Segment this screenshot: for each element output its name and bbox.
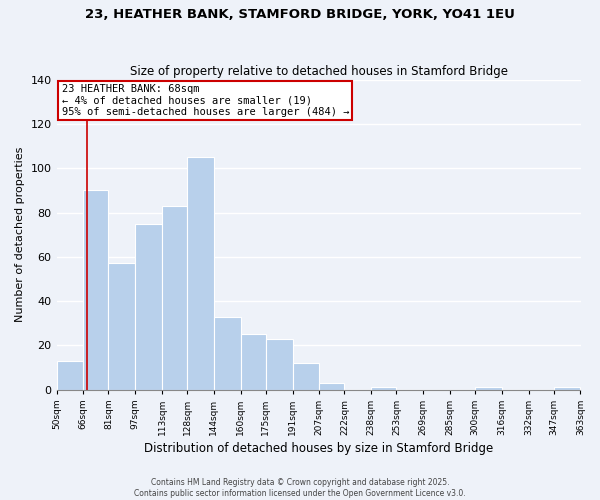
Bar	[214, 316, 241, 390]
Bar	[293, 363, 319, 390]
Y-axis label: Number of detached properties: Number of detached properties	[15, 147, 25, 322]
Text: Contains HM Land Registry data © Crown copyright and database right 2025.
Contai: Contains HM Land Registry data © Crown c…	[134, 478, 466, 498]
Bar	[109, 264, 135, 390]
Bar	[266, 338, 293, 390]
Bar	[371, 388, 397, 390]
Text: 23 HEATHER BANK: 68sqm
← 4% of detached houses are smaller (19)
95% of semi-deta: 23 HEATHER BANK: 68sqm ← 4% of detached …	[62, 84, 349, 117]
Bar	[162, 206, 187, 390]
Bar	[241, 334, 266, 390]
Bar	[187, 157, 214, 390]
Title: Size of property relative to detached houses in Stamford Bridge: Size of property relative to detached ho…	[130, 66, 508, 78]
X-axis label: Distribution of detached houses by size in Stamford Bridge: Distribution of detached houses by size …	[144, 442, 493, 455]
Text: 23, HEATHER BANK, STAMFORD BRIDGE, YORK, YO41 1EU: 23, HEATHER BANK, STAMFORD BRIDGE, YORK,…	[85, 8, 515, 20]
Bar	[83, 190, 109, 390]
Bar	[56, 361, 83, 390]
Bar	[135, 224, 162, 390]
Bar	[554, 388, 580, 390]
Bar	[475, 388, 502, 390]
Bar	[319, 383, 344, 390]
